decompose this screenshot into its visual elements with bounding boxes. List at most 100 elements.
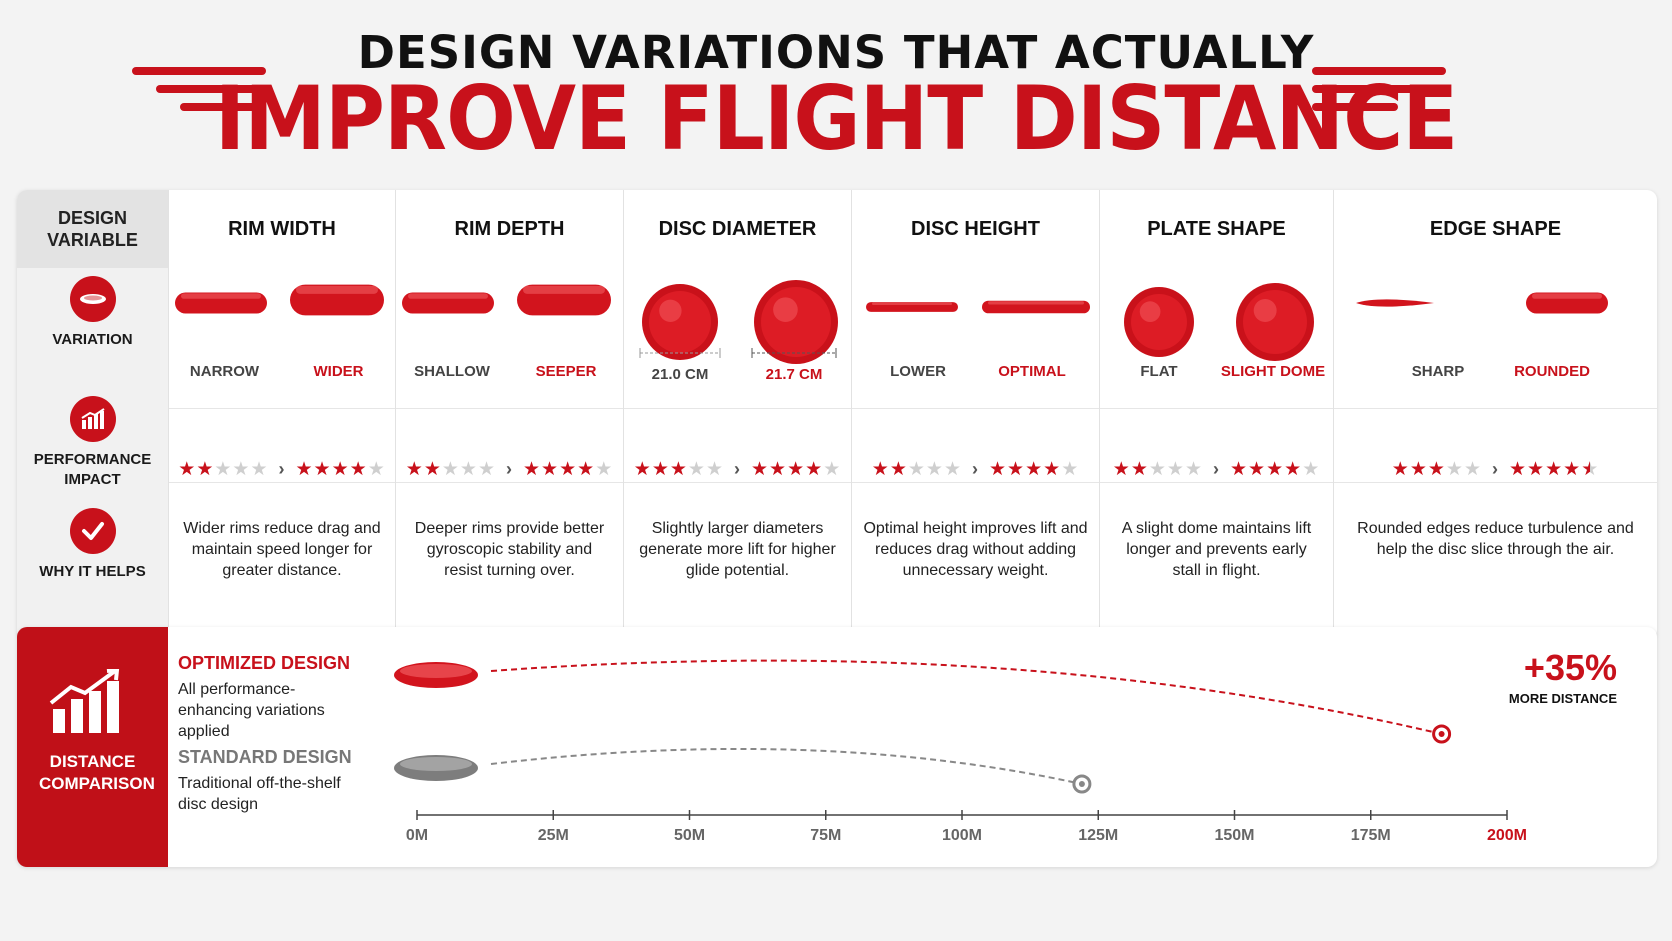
why-it-helps-text: A slight dome maintains lift longer and … [1121, 520, 1312, 579]
bar-chart-icon [69, 396, 116, 442]
distance-gain-value: +35% [1523, 647, 1617, 688]
optimized-design-title: OPTIMIZED DESIGN [178, 653, 351, 673]
high-rating-stars: ★★★★★ [295, 459, 386, 480]
performance-rating: ★★★★★ › ★★★★★ [852, 458, 1099, 486]
column-rim-depth: RIM DEPTH SHALLOW SEEPER ★★★★★ › ★★★★★ Dee… [395, 190, 623, 640]
column-title: PLATE SHAPE [1147, 218, 1286, 240]
left-deco-line-2 [156, 85, 266, 93]
row-divider [396, 482, 623, 483]
standard-design-title: STANDARD DESIGN [178, 747, 352, 767]
optimized-landing-marker-dot [1438, 731, 1445, 737]
x-tick-label: 125M [1078, 827, 1119, 844]
low-variant-label: NARROW [189, 363, 260, 380]
standard-flight-path [490, 747, 1083, 785]
high-variant-label: 21.7 CM [765, 366, 823, 383]
low-variant-label: SHALLOW [414, 363, 490, 380]
row-divider [396, 408, 623, 409]
x-tick-label: 150M [1214, 827, 1255, 844]
high-variant-image [1234, 281, 1316, 368]
x-tick-label: 50M [673, 827, 706, 844]
chevron-right-icon: › [1213, 459, 1220, 479]
title-line-2: IMPROVE FLIGHT DISTANCE [214, 68, 1459, 171]
right-deco-line-2 [1312, 85, 1422, 93]
why-row-label: WHY IT HELPS [17, 508, 168, 582]
column-disc-diameter: DISC DIAMETER 21.0 CM 21.7 CM ★★★★★ › ★★★★… [623, 190, 851, 640]
standard-design-desc: Traditional off-the-shelf disc design [178, 775, 341, 813]
performance-rating: ★★★★★ › ★★★★★ [396, 458, 623, 486]
low-rating-stars: ★★★★★ [405, 459, 496, 480]
column-title: EDGE SHAPE [1429, 218, 1562, 240]
high-variant-image [980, 298, 1092, 321]
row-divider [852, 482, 1099, 483]
high-rating-stars: ★★★★★ [1230, 459, 1321, 480]
performance-rating: ★★★★★ › ★★★★★ [169, 458, 395, 486]
row-divider [624, 408, 851, 409]
x-tick-label: 25M [537, 827, 569, 844]
x-tick-label: 100M [941, 827, 983, 844]
why-it-helps-text: Deeper rims provide better gyroscopic st… [414, 520, 605, 579]
low-variant-label: 21.0 CM [651, 366, 709, 383]
right-deco-line-3 [1312, 103, 1398, 111]
optimized-design-desc: All performance-enhancing variations app… [178, 681, 325, 740]
low-variant-label: SHARP [1411, 363, 1465, 380]
low-rating-stars: ★★★★★ [1112, 459, 1203, 480]
low-variant-image [640, 282, 720, 367]
performance-rating: ★★★★★ › ★★★★★ [1100, 458, 1333, 486]
why-it-helps-text: Optimal height improves lift and reduces… [863, 520, 1088, 579]
chevron-right-icon: › [1492, 459, 1499, 479]
left-deco-line-3 [180, 103, 266, 111]
row-divider [1100, 482, 1333, 483]
low-variant-label: LOWER [890, 363, 946, 380]
left-deco-line-1 [132, 67, 266, 75]
chevron-right-icon: › [734, 459, 741, 479]
column-title: RIM DEPTH [454, 218, 565, 240]
row-divider [169, 482, 395, 483]
low-variant-image [864, 300, 960, 319]
distance-comparison-panel: DISTANCE COMPARISON OPTIMIZED DESIGN All… [17, 627, 1657, 867]
high-variant-image [515, 278, 613, 327]
row-divider [169, 408, 395, 409]
column-rim-width: RIM WIDTH NARROW WIDER ★★★★★ › ★★★★★ Wider… [168, 190, 395, 640]
column-plate-shape: PLATE SHAPE FLAT SLIGHT DOME ★★★★★ › ★★★★★… [1099, 190, 1333, 640]
high-rating-stars: ★★★★★ [1509, 459, 1600, 480]
optimized-flight-path [490, 659, 1442, 735]
row-divider [1334, 408, 1657, 409]
x-tick-label: 175M [1350, 827, 1391, 844]
title-line-1: DESIGN VARIATIONS THAT ACTUALLY [357, 26, 1315, 79]
low-variant-image [1122, 285, 1196, 364]
right-deco-line-1 [1312, 67, 1446, 75]
x-tick-label: 200M [1486, 827, 1528, 844]
distance-comparison-label: DISTANCE COMPARISON [39, 752, 155, 793]
column-title: DISC DIAMETER [658, 218, 817, 240]
chevron-right-icon: › [506, 459, 513, 479]
high-variant-image [752, 278, 840, 371]
variation-label: VARIATION [52, 331, 133, 348]
performance-rating: ★★★★★ › ★★★★★ [624, 458, 851, 486]
high-variant-label: WIDER [313, 363, 364, 380]
disc-badge-icon [69, 276, 116, 322]
row-labels: DESIGN VARIABLE VARIATION PERFORMANCE IM… [17, 190, 168, 640]
high-variant-label: SLIGHT DOME [1220, 363, 1326, 380]
high-variant-image [288, 278, 386, 327]
distance-gain-label: MORE DISTANCE [1508, 691, 1617, 706]
column-edge-shape: EDGE SHAPE SHARP ROUNDED ★★★★★ › ★★★★★ Rou… [1333, 190, 1657, 640]
high-rating-stars: ★★★★★ [989, 459, 1080, 480]
standard-disc-icon-highlight [400, 757, 472, 771]
why-it-helps-text: Rounded edges reduce turbulence and help… [1357, 520, 1634, 558]
x-tick-label: 0M [405, 827, 429, 844]
column-title: RIM WIDTH [228, 218, 336, 240]
why-it-helps-text: Slightly larger diameters generate more … [639, 520, 836, 579]
diameter-measure-lines [639, 348, 837, 358]
high-variant-image [1524, 288, 1610, 323]
high-variant-label: OPTIMAL [998, 363, 1066, 380]
performance-label: PERFORMANCE IMPACT [33, 451, 152, 488]
high-variant-label: ROUNDED [1514, 363, 1590, 380]
column-disc-height: DISC HEIGHT LOWER OPTIMAL ★★★★★ › ★★★★★ Op… [851, 190, 1099, 640]
high-rating-stars: ★★★★★ [751, 459, 842, 480]
high-variant-label: SEEPER [535, 363, 597, 380]
header: DESIGN VARIATIONS THAT ACTUALLY IMPROVE … [0, 0, 1672, 180]
checkmark-icon [69, 508, 116, 554]
low-rating-stars: ★★★★★ [871, 459, 962, 480]
why-it-helps-text: Wider rims reduce drag and maintain spee… [183, 520, 381, 579]
row-divider [624, 482, 851, 483]
